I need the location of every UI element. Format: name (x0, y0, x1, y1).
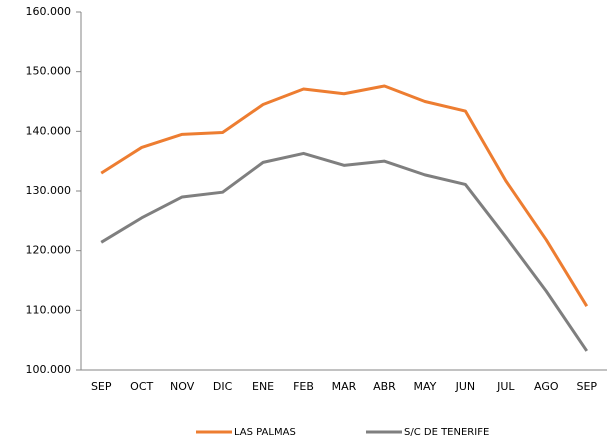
line-series (100, 84, 589, 307)
x-tick-label: NOV (170, 380, 195, 393)
y-tick-label: 150.000 (26, 65, 72, 78)
x-tick-label: JUN (455, 380, 476, 393)
y-tick-label: 130.000 (26, 184, 72, 197)
y-tick-label: 100.000 (26, 363, 72, 376)
y-tick-label: 140.000 (26, 124, 72, 137)
x-tick-label: MAY (413, 380, 436, 393)
x-tick-label: SEP (91, 380, 112, 393)
y-tick-label: 120.000 (26, 244, 72, 257)
x-tick-label: AGO (534, 380, 559, 393)
x-tick-label: SEP (576, 380, 597, 393)
x-tick-label: MAR (332, 380, 357, 393)
x-tick-label: JUL (496, 380, 515, 393)
x-tick-label: ABR (373, 380, 396, 393)
legend-label: LAS PALMAS (234, 427, 296, 438)
x-tick-label: OCT (130, 380, 153, 393)
x-tick-label: FEB (293, 380, 314, 393)
y-tick-label: 160.000 (26, 5, 72, 18)
line-series (100, 151, 589, 352)
x-tick-label: ENE (252, 380, 274, 393)
y-tick-label: 110.000 (26, 303, 72, 316)
legend-label: S/C DE TENERIFE (404, 427, 489, 438)
x-tick-label: DIC (213, 380, 233, 393)
